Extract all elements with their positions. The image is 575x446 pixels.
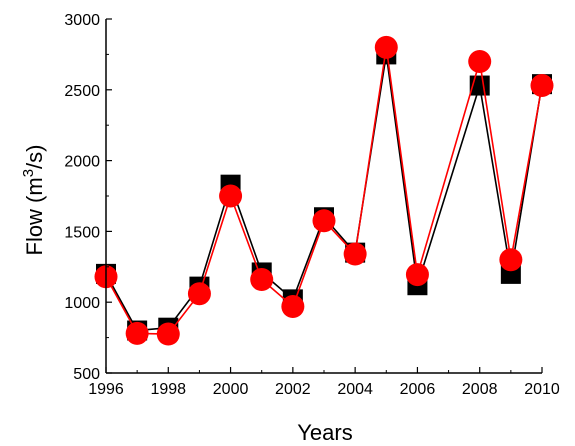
data-point-circle (281, 294, 305, 318)
x-tick-label: 2010 (524, 381, 560, 398)
y-tick-label: 2500 (64, 83, 100, 100)
data-point-circle (499, 248, 523, 272)
x-tick-label: 2004 (337, 381, 373, 398)
y-axis-title-tail: /s) (22, 144, 47, 168)
y-axis-title-main: Flow (m (22, 177, 47, 255)
y-axis-title: Flow (m3/s) (20, 144, 47, 255)
axes: 1996 1998 2000 2002 2004 2006 2008 2010 500 1000 1… (64, 12, 559, 398)
plot-area (94, 35, 554, 346)
y-axis-title-superscript: 3 (20, 169, 37, 177)
y-tick-label: 1500 (64, 224, 100, 241)
series-2 (94, 35, 554, 346)
data-point-circle (343, 242, 367, 266)
data-point-circle (530, 74, 554, 98)
x-tick-label: 2006 (400, 381, 436, 398)
x-tick-label: 2002 (275, 381, 311, 398)
x-tick-label: 2000 (213, 381, 249, 398)
y-tick-label: 2000 (64, 154, 100, 171)
data-point-circle (156, 322, 180, 346)
data-point-circle (250, 268, 274, 292)
data-point-circle (405, 263, 429, 287)
x-axis-title: Years (297, 420, 352, 445)
data-point-circle (125, 321, 149, 345)
x-tick-label: 1996 (88, 381, 124, 398)
data-point-circle (468, 49, 492, 73)
y-tick-label: 3000 (64, 12, 100, 29)
data-point-circle (312, 209, 336, 233)
x-tick-label: 1998 (150, 381, 186, 398)
data-point-circle (219, 184, 243, 208)
x-tick-label: 2008 (462, 381, 498, 398)
data-point-circle (374, 35, 398, 59)
data-point-circle (187, 282, 211, 306)
y-tick-label: 500 (73, 366, 100, 383)
y-tick-label: 1000 (64, 295, 100, 312)
